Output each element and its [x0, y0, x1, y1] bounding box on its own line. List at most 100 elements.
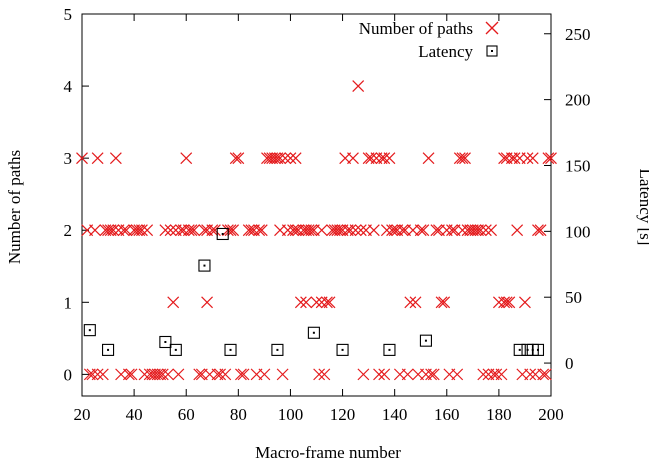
path-count-point: [108, 225, 119, 236]
path-count-point: [183, 225, 194, 236]
path-count-point: [92, 153, 103, 164]
latency-point: [420, 335, 431, 346]
path-count-point: [387, 225, 398, 236]
path-count-point: [215, 369, 226, 380]
path-count-point: [353, 81, 364, 92]
path-count-point: [480, 225, 491, 236]
series-number-of-paths: [77, 81, 557, 380]
path-count-point: [162, 369, 173, 380]
path-count-point: [535, 225, 546, 236]
path-count-point: [110, 153, 121, 164]
path-count-point: [347, 153, 358, 164]
y-left-tick-label: 1: [64, 293, 73, 312]
path-count-point: [228, 225, 239, 236]
y-left-axis-title: Number of paths: [5, 150, 24, 264]
x-tick-label: 140: [382, 405, 408, 424]
path-count-point: [103, 225, 114, 236]
path-count-point: [486, 225, 497, 236]
y-left-tick-label: 4: [64, 77, 73, 96]
x-tick-labels: 20 40 60 80 100 120 140 160 180 200: [74, 405, 564, 424]
path-count-point: [527, 153, 538, 164]
path-count-point: [259, 369, 270, 380]
latency-point: [308, 327, 319, 338]
path-count-point: [501, 297, 512, 308]
path-count-point: [384, 153, 395, 164]
path-count-point: [446, 225, 457, 236]
x-tick-label: 200: [538, 405, 564, 424]
legend-marker-square-icon: [487, 46, 497, 56]
path-count-point: [235, 369, 246, 380]
path-count-point: [269, 153, 280, 164]
path-count-point: [512, 225, 523, 236]
path-count-point: [423, 153, 434, 164]
path-count-point: [374, 369, 385, 380]
y-right-tick-label: 250: [565, 25, 591, 44]
y-right-tick-label: 100: [565, 222, 591, 241]
latency-point: [170, 344, 181, 355]
path-count-point: [368, 225, 379, 236]
y-right-tick-label: 150: [565, 156, 591, 175]
path-count-point: [285, 153, 296, 164]
legend: Number of paths Latency: [359, 19, 498, 61]
path-count-point: [522, 153, 533, 164]
path-count-point: [397, 225, 408, 236]
path-count-point: [405, 297, 416, 308]
x-tick-label: 20: [74, 405, 91, 424]
path-count-point: [152, 369, 163, 380]
path-count-point: [194, 369, 205, 380]
latency-point: [337, 344, 348, 355]
latency-point: [103, 344, 114, 355]
path-count-point: [311, 297, 322, 308]
path-count-point: [475, 225, 486, 236]
path-count-point: [202, 297, 213, 308]
path-count-point: [415, 225, 426, 236]
path-count-point: [233, 153, 244, 164]
path-count-point: [277, 369, 288, 380]
path-count-point: [543, 153, 554, 164]
path-count-point: [186, 225, 197, 236]
path-count-point: [97, 369, 108, 380]
path-count-point: [439, 297, 450, 308]
path-count-point: [436, 297, 447, 308]
legend-marker-x-icon: [486, 22, 498, 34]
path-count-point: [525, 369, 536, 380]
path-count-point: [254, 225, 265, 236]
path-count-point: [301, 297, 312, 308]
latency-point: [514, 344, 525, 355]
x-tick-label: 180: [486, 405, 512, 424]
path-count-point: [509, 153, 520, 164]
path-count-point: [324, 297, 335, 308]
path-count-point: [316, 225, 327, 236]
y-left-tick-labels: 012345: [64, 5, 73, 384]
legend-label-latency: Latency: [418, 42, 473, 61]
x-tick-label: 60: [178, 405, 195, 424]
path-count-point: [306, 225, 317, 236]
path-count-point: [379, 369, 390, 380]
path-count-point: [225, 225, 236, 236]
path-count-point: [532, 225, 543, 236]
y-right-tick-label: 200: [565, 91, 591, 110]
path-count-point: [209, 225, 220, 236]
path-count-point: [126, 369, 137, 380]
latency-point: [84, 325, 95, 336]
path-count-point: [319, 369, 330, 380]
path-count-point: [366, 153, 377, 164]
path-count-point: [345, 225, 356, 236]
path-count-point: [332, 225, 343, 236]
path-count-point: [402, 369, 413, 380]
path-count-point: [280, 153, 291, 164]
path-count-point: [454, 153, 465, 164]
path-count-point: [478, 369, 489, 380]
path-count-point: [173, 369, 184, 380]
path-count-point: [431, 225, 442, 236]
path-count-point: [428, 369, 439, 380]
path-count-point: [314, 369, 325, 380]
path-count-point: [181, 153, 192, 164]
path-count-point: [275, 153, 286, 164]
path-count-point: [168, 297, 179, 308]
path-count-point: [418, 225, 429, 236]
path-count-point: [238, 369, 249, 380]
path-count-point: [157, 369, 168, 380]
path-count-point: [499, 297, 510, 308]
path-count-point: [379, 153, 390, 164]
